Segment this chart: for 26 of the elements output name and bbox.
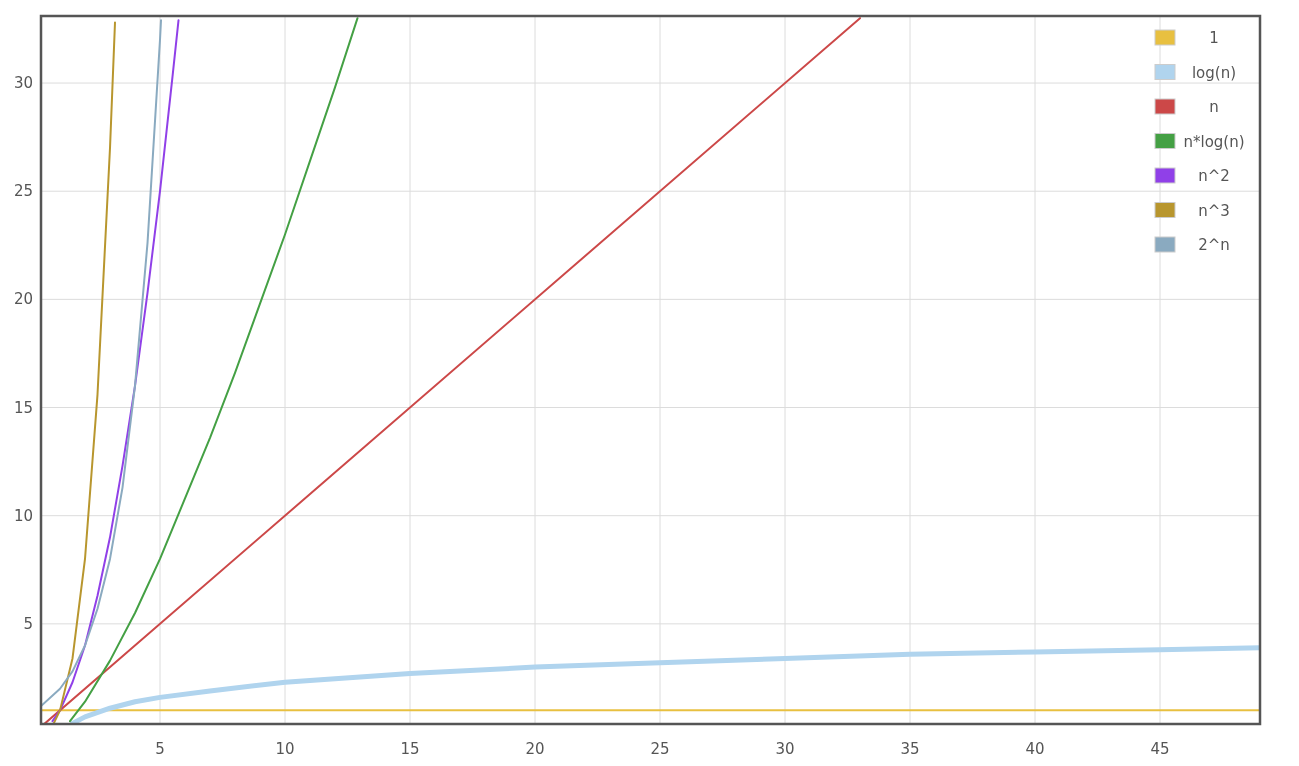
line-series [52,21,116,724]
x-tick-label: 10 [275,740,295,758]
y-tick-label: 15 [13,398,33,417]
line-series [69,17,359,723]
y-tick-label: 20 [13,290,33,309]
x-tick-label: 40 [1025,740,1045,758]
line-series [51,19,180,723]
x-tick-label: 45 [1150,740,1170,758]
legend-label: n*log(n) [1183,132,1245,151]
legend-label: n^2 [1198,167,1230,185]
x-tick-label: 20 [525,740,545,758]
line-series [41,19,162,708]
y-tick-label: 30 [13,74,33,93]
legend-label: n^3 [1198,201,1230,220]
legend-label: n [1209,98,1219,116]
y-tick-label: 5 [23,614,33,633]
y-tick-label: 10 [13,506,33,525]
x-tick-label: 5 [155,740,165,758]
x-tick-label: 15 [400,740,420,758]
x-tick-label: 25 [650,740,670,758]
x-tick-label: 35 [900,740,920,758]
legend-label: log(n) [1191,63,1237,82]
x-tick-label: 30 [775,740,795,758]
legend-label: 2^n [1198,236,1230,254]
y-tick-label: 25 [13,182,33,201]
legend-label: 1 [1209,29,1219,47]
